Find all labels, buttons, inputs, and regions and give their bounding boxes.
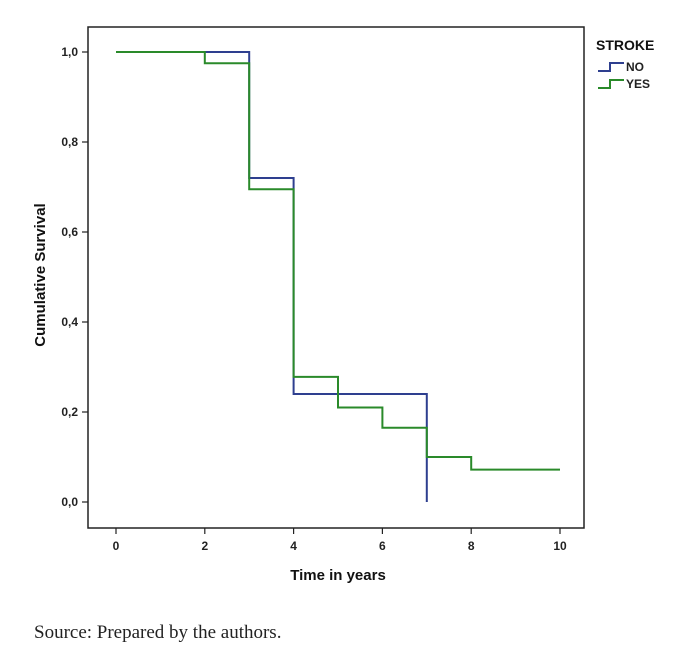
series-line-no xyxy=(116,51,428,502)
series-line-yes xyxy=(116,51,560,471)
legend: STROKE NO YES xyxy=(596,37,654,91)
legend-label-yes: YES xyxy=(626,77,650,91)
x-tick-label: 10 xyxy=(553,539,567,553)
plot-frame xyxy=(87,26,585,529)
survival-chart: 0,0 0,2 0,4 0,6 0,8 1,0 0 2 4 6 8 10 Time in years… xyxy=(32,26,654,584)
source-note: Source: Prepared by the authors. xyxy=(34,622,282,643)
x-axis: 0 2 4 6 8 10 xyxy=(113,528,567,553)
legend-swatch-yes xyxy=(598,79,624,89)
y-axis-title: Cumulative Survival xyxy=(32,203,49,346)
x-tick-label: 0 xyxy=(113,539,120,553)
y-tick-label: 0,4 xyxy=(61,315,78,329)
y-axis: 0,0 0,2 0,4 0,6 0,8 1,0 xyxy=(61,45,88,509)
legend-label-no: NO xyxy=(626,60,644,74)
legend-title: STROKE xyxy=(596,37,654,53)
y-tick-label: 0,8 xyxy=(61,135,78,149)
series-lines xyxy=(116,51,560,502)
y-tick-label: 1,0 xyxy=(61,45,78,59)
legend-swatch-no xyxy=(598,62,624,72)
y-tick-label: 0,0 xyxy=(61,495,78,509)
x-axis-title: Time in years xyxy=(290,567,386,584)
y-tick-label: 0,6 xyxy=(61,225,78,239)
x-tick-label: 8 xyxy=(468,539,475,553)
x-tick-label: 6 xyxy=(379,539,386,553)
x-tick-label: 4 xyxy=(290,539,297,553)
x-tick-label: 2 xyxy=(201,539,208,553)
y-tick-label: 0,2 xyxy=(61,405,78,419)
